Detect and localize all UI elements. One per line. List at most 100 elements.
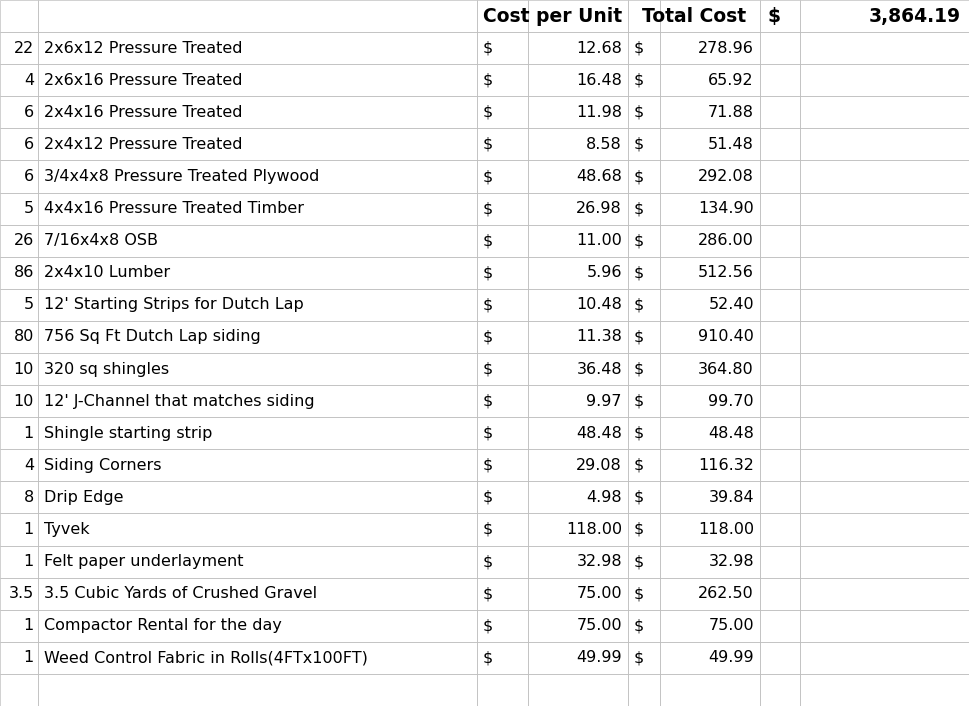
Text: 11.98: 11.98	[576, 104, 622, 120]
Text: 52.40: 52.40	[708, 297, 754, 312]
Bar	[628, 674, 660, 706]
Bar	[760, 578, 800, 610]
Bar	[760, 160, 800, 193]
Bar	[800, 417, 969, 449]
Text: 48.68: 48.68	[577, 169, 622, 184]
Bar	[760, 257, 800, 289]
Bar	[800, 353, 969, 385]
Bar	[477, 481, 528, 513]
Bar	[528, 385, 628, 417]
Bar	[800, 257, 969, 289]
Bar	[760, 674, 800, 706]
Bar	[528, 225, 628, 257]
Text: 3.5: 3.5	[9, 586, 34, 602]
Bar	[477, 193, 528, 225]
Text: 1: 1	[24, 618, 34, 633]
Text: 118.00: 118.00	[566, 522, 622, 537]
Text: $: $	[634, 233, 644, 249]
Bar	[628, 642, 660, 674]
Bar	[760, 32, 800, 64]
Text: 118.00: 118.00	[698, 522, 754, 537]
Text: Compactor Rental for the day: Compactor Rental for the day	[44, 618, 282, 633]
Text: $: $	[634, 586, 644, 602]
Bar	[660, 353, 760, 385]
Bar	[760, 385, 800, 417]
Text: 8: 8	[24, 490, 34, 505]
Text: $: $	[634, 297, 644, 312]
Bar	[760, 417, 800, 449]
Text: 86: 86	[14, 265, 34, 280]
Bar	[0, 0, 38, 32]
Text: $: $	[483, 426, 493, 441]
Text: 49.99: 49.99	[708, 650, 754, 665]
Text: 49.99: 49.99	[577, 650, 622, 665]
Text: 1: 1	[24, 650, 34, 665]
Bar	[477, 96, 528, 128]
Text: 262.50: 262.50	[699, 586, 754, 602]
Bar	[38, 0, 477, 32]
Bar	[38, 321, 477, 353]
Text: 756 Sq Ft Dutch Lap siding: 756 Sq Ft Dutch Lap siding	[44, 330, 261, 345]
Text: $: $	[634, 618, 644, 633]
Bar	[38, 96, 477, 128]
Text: $: $	[634, 554, 644, 569]
Text: 10: 10	[14, 394, 34, 409]
Bar	[760, 289, 800, 321]
Text: $: $	[483, 394, 493, 409]
Bar	[628, 128, 660, 160]
Bar	[0, 225, 38, 257]
Text: Tyvek: Tyvek	[44, 522, 89, 537]
Bar	[0, 449, 38, 481]
Text: $: $	[634, 426, 644, 441]
Bar	[660, 674, 760, 706]
Bar	[528, 449, 628, 481]
Bar	[660, 481, 760, 513]
Bar	[660, 385, 760, 417]
Bar	[760, 481, 800, 513]
Text: $: $	[634, 361, 644, 376]
Text: 12.68: 12.68	[577, 41, 622, 56]
Bar	[660, 321, 760, 353]
Text: $: $	[483, 457, 493, 473]
Text: 2x4x16 Pressure Treated: 2x4x16 Pressure Treated	[44, 104, 242, 120]
Text: $: $	[483, 297, 493, 312]
Text: 32.98: 32.98	[577, 554, 622, 569]
Text: 75.00: 75.00	[577, 618, 622, 633]
Text: $: $	[483, 104, 493, 120]
Bar	[660, 225, 760, 257]
Bar	[800, 64, 969, 96]
Bar	[38, 610, 477, 642]
Text: 26: 26	[14, 233, 34, 249]
Text: 320 sq shingles: 320 sq shingles	[44, 361, 170, 376]
Bar	[800, 513, 969, 546]
Text: 39.84: 39.84	[708, 490, 754, 505]
Bar	[800, 225, 969, 257]
Bar	[660, 513, 760, 546]
Bar	[38, 513, 477, 546]
Text: 5: 5	[24, 201, 34, 216]
Bar	[628, 481, 660, 513]
Bar	[477, 0, 528, 32]
Bar	[528, 96, 628, 128]
Bar	[760, 0, 800, 32]
Bar	[800, 289, 969, 321]
Text: 9.97: 9.97	[586, 394, 622, 409]
Bar	[0, 96, 38, 128]
Bar	[660, 96, 760, 128]
Text: 16.48: 16.48	[577, 73, 622, 88]
Bar	[38, 481, 477, 513]
Text: 6: 6	[24, 104, 34, 120]
Text: 1: 1	[24, 522, 34, 537]
Bar	[660, 64, 760, 96]
Text: Total Cost: Total Cost	[641, 6, 746, 25]
Bar	[660, 0, 760, 32]
Text: $: $	[634, 73, 644, 88]
Bar	[38, 64, 477, 96]
Text: $: $	[483, 522, 493, 537]
Bar	[477, 578, 528, 610]
Bar	[628, 610, 660, 642]
Bar	[628, 353, 660, 385]
Bar	[628, 96, 660, 128]
Text: 6: 6	[24, 169, 34, 184]
Bar	[477, 257, 528, 289]
